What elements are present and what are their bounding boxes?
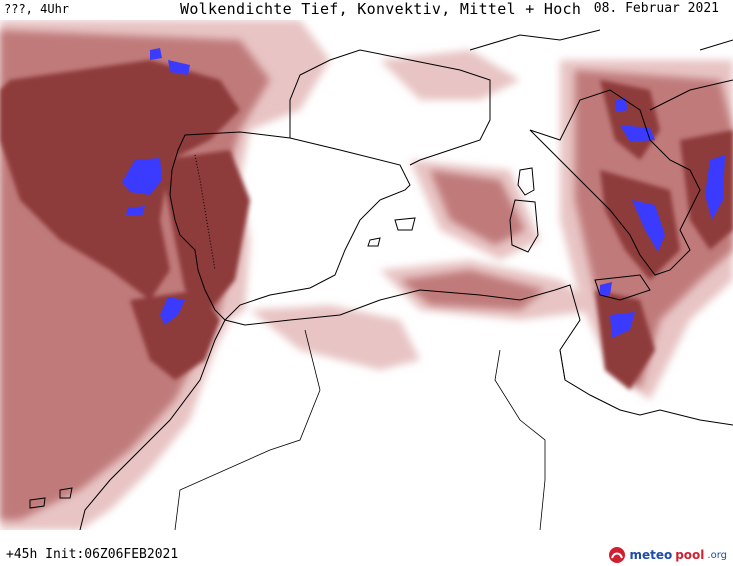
map-title: Wolkendichte Tief, Konvektiv, Mittel + H…: [180, 0, 582, 18]
logo-text-org: .org: [707, 549, 727, 561]
meteopool-logo-icon: [609, 547, 626, 563]
cloud-layer-dark: [0, 60, 733, 390]
forecast-date: 08. Februar 2021: [593, 1, 719, 16]
cloud-density-map: [0, 20, 733, 530]
run-label: ???, 4Uhr: [4, 2, 70, 16]
model-run-info: +45h Init:06Z06FEB2021: [6, 547, 179, 562]
meteopool-logo[interactable]: meteo pool .org: [608, 546, 727, 564]
coastlines: [29, 29, 733, 530]
logo-text-pool: pool: [675, 548, 705, 562]
logo-text-meteo: meteo: [629, 548, 673, 562]
